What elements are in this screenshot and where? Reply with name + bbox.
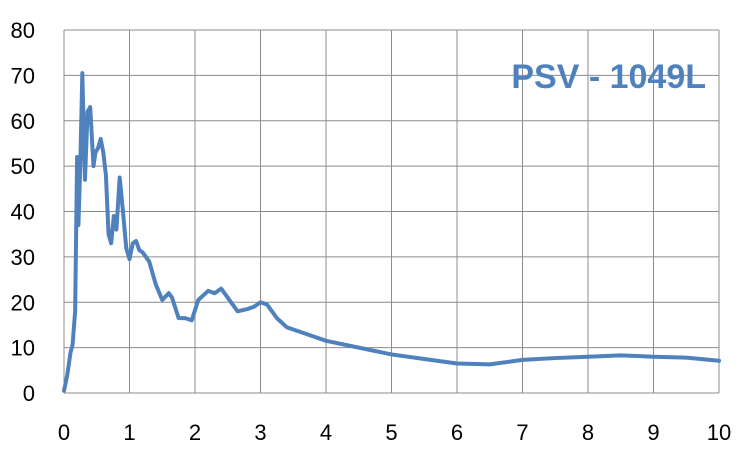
x-tick-label: 1	[123, 420, 135, 445]
y-tick-label: 80	[11, 18, 35, 43]
y-tick-label: 70	[11, 63, 35, 88]
x-tick-label: 6	[451, 420, 463, 445]
chart-title: PSV - 1049L	[511, 58, 706, 96]
x-tick-label: 8	[582, 420, 594, 445]
y-tick-label: 60	[11, 109, 35, 134]
x-tick-label: 4	[320, 420, 332, 445]
x-tick-label: 7	[516, 420, 528, 445]
x-tick-label: 0	[58, 420, 70, 445]
x-tick-label: 2	[189, 420, 201, 445]
y-axis-ticks: 0 10 20 30 40 50 60 70 80	[11, 18, 35, 406]
x-axis-ticks: 0 1 2 3 4 5 6 7 8 9 10	[58, 420, 731, 445]
series-layer	[62, 71, 721, 393]
x-tick-label: 10	[707, 420, 731, 445]
x-tick-label: 3	[254, 420, 266, 445]
y-tick-label: 0	[23, 381, 35, 406]
x-tick-label: 9	[647, 420, 659, 445]
y-tick-label: 10	[11, 336, 35, 361]
x-tick-label: 5	[385, 420, 397, 445]
y-tick-label: 40	[11, 200, 35, 225]
grid	[63, 29, 720, 394]
y-tick-label: 30	[11, 245, 35, 270]
y-tick-label: 20	[11, 290, 35, 315]
y-tick-label: 50	[11, 154, 35, 179]
series-line	[62, 71, 721, 393]
